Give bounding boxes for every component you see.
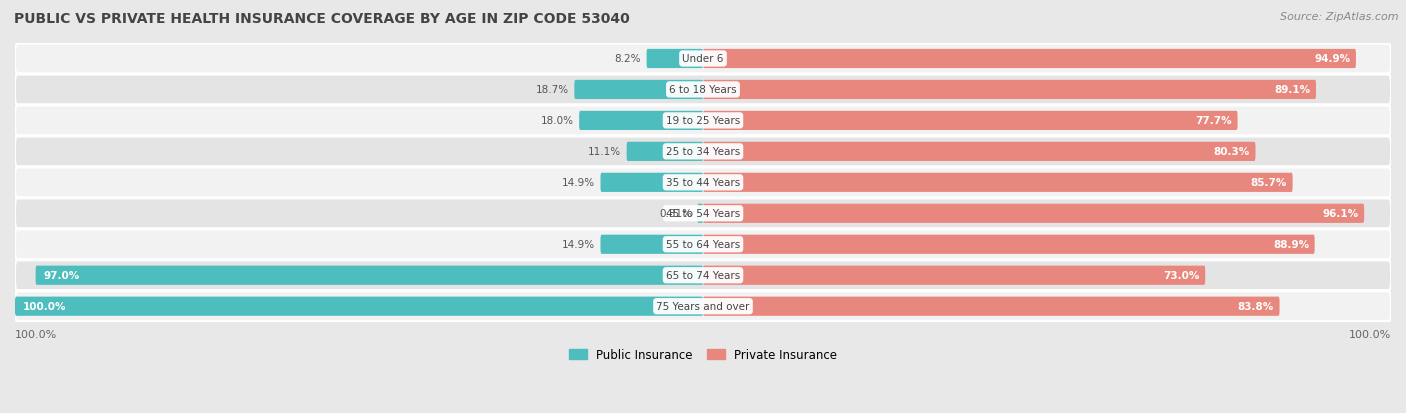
FancyBboxPatch shape — [15, 292, 1391, 321]
FancyBboxPatch shape — [703, 50, 1355, 69]
Text: 100.0%: 100.0% — [24, 301, 66, 311]
Text: 88.9%: 88.9% — [1272, 240, 1309, 250]
FancyBboxPatch shape — [600, 173, 703, 192]
Text: 55 to 64 Years: 55 to 64 Years — [666, 240, 740, 250]
FancyBboxPatch shape — [15, 76, 1391, 105]
FancyBboxPatch shape — [15, 168, 1391, 198]
Text: 83.8%: 83.8% — [1237, 301, 1274, 311]
Text: 85.7%: 85.7% — [1251, 178, 1286, 188]
FancyBboxPatch shape — [703, 81, 1316, 100]
Text: 94.9%: 94.9% — [1315, 55, 1350, 64]
Text: 14.9%: 14.9% — [562, 178, 595, 188]
Text: 73.0%: 73.0% — [1163, 271, 1199, 280]
Text: 35 to 44 Years: 35 to 44 Years — [666, 178, 740, 188]
Text: 100.0%: 100.0% — [1348, 330, 1391, 339]
FancyBboxPatch shape — [703, 142, 1256, 161]
Text: 19 to 25 Years: 19 to 25 Years — [666, 116, 740, 126]
Text: 80.3%: 80.3% — [1213, 147, 1250, 157]
Text: 14.9%: 14.9% — [562, 240, 595, 250]
FancyBboxPatch shape — [15, 137, 1391, 167]
FancyBboxPatch shape — [703, 297, 1279, 316]
FancyBboxPatch shape — [579, 112, 703, 131]
Text: Source: ZipAtlas.com: Source: ZipAtlas.com — [1281, 12, 1399, 22]
Text: PUBLIC VS PRIVATE HEALTH INSURANCE COVERAGE BY AGE IN ZIP CODE 53040: PUBLIC VS PRIVATE HEALTH INSURANCE COVER… — [14, 12, 630, 26]
Text: 18.0%: 18.0% — [541, 116, 574, 126]
Text: 100.0%: 100.0% — [15, 330, 58, 339]
Text: 8.2%: 8.2% — [614, 55, 641, 64]
FancyBboxPatch shape — [15, 199, 1391, 229]
Text: 6 to 18 Years: 6 to 18 Years — [669, 85, 737, 95]
Text: 97.0%: 97.0% — [44, 271, 80, 280]
Text: 0.81%: 0.81% — [659, 209, 692, 219]
FancyBboxPatch shape — [697, 204, 703, 223]
Text: 18.7%: 18.7% — [536, 85, 569, 95]
FancyBboxPatch shape — [15, 261, 1391, 290]
FancyBboxPatch shape — [15, 106, 1391, 136]
Text: Under 6: Under 6 — [682, 55, 724, 64]
FancyBboxPatch shape — [647, 50, 703, 69]
Text: 77.7%: 77.7% — [1195, 116, 1232, 126]
Text: 89.1%: 89.1% — [1274, 85, 1310, 95]
FancyBboxPatch shape — [15, 45, 1391, 74]
Text: 45 to 54 Years: 45 to 54 Years — [666, 209, 740, 219]
FancyBboxPatch shape — [600, 235, 703, 254]
FancyBboxPatch shape — [703, 235, 1315, 254]
Legend: Public Insurance, Private Insurance: Public Insurance, Private Insurance — [564, 344, 842, 366]
FancyBboxPatch shape — [703, 112, 1237, 131]
FancyBboxPatch shape — [35, 266, 703, 285]
Text: 75 Years and over: 75 Years and over — [657, 301, 749, 311]
Text: 25 to 34 Years: 25 to 34 Years — [666, 147, 740, 157]
FancyBboxPatch shape — [703, 204, 1364, 223]
FancyBboxPatch shape — [703, 173, 1292, 192]
Text: 96.1%: 96.1% — [1323, 209, 1358, 219]
FancyBboxPatch shape — [703, 266, 1205, 285]
FancyBboxPatch shape — [15, 297, 703, 316]
Text: 65 to 74 Years: 65 to 74 Years — [666, 271, 740, 280]
FancyBboxPatch shape — [15, 230, 1391, 259]
FancyBboxPatch shape — [574, 81, 703, 100]
Text: 11.1%: 11.1% — [588, 147, 621, 157]
FancyBboxPatch shape — [627, 142, 703, 161]
